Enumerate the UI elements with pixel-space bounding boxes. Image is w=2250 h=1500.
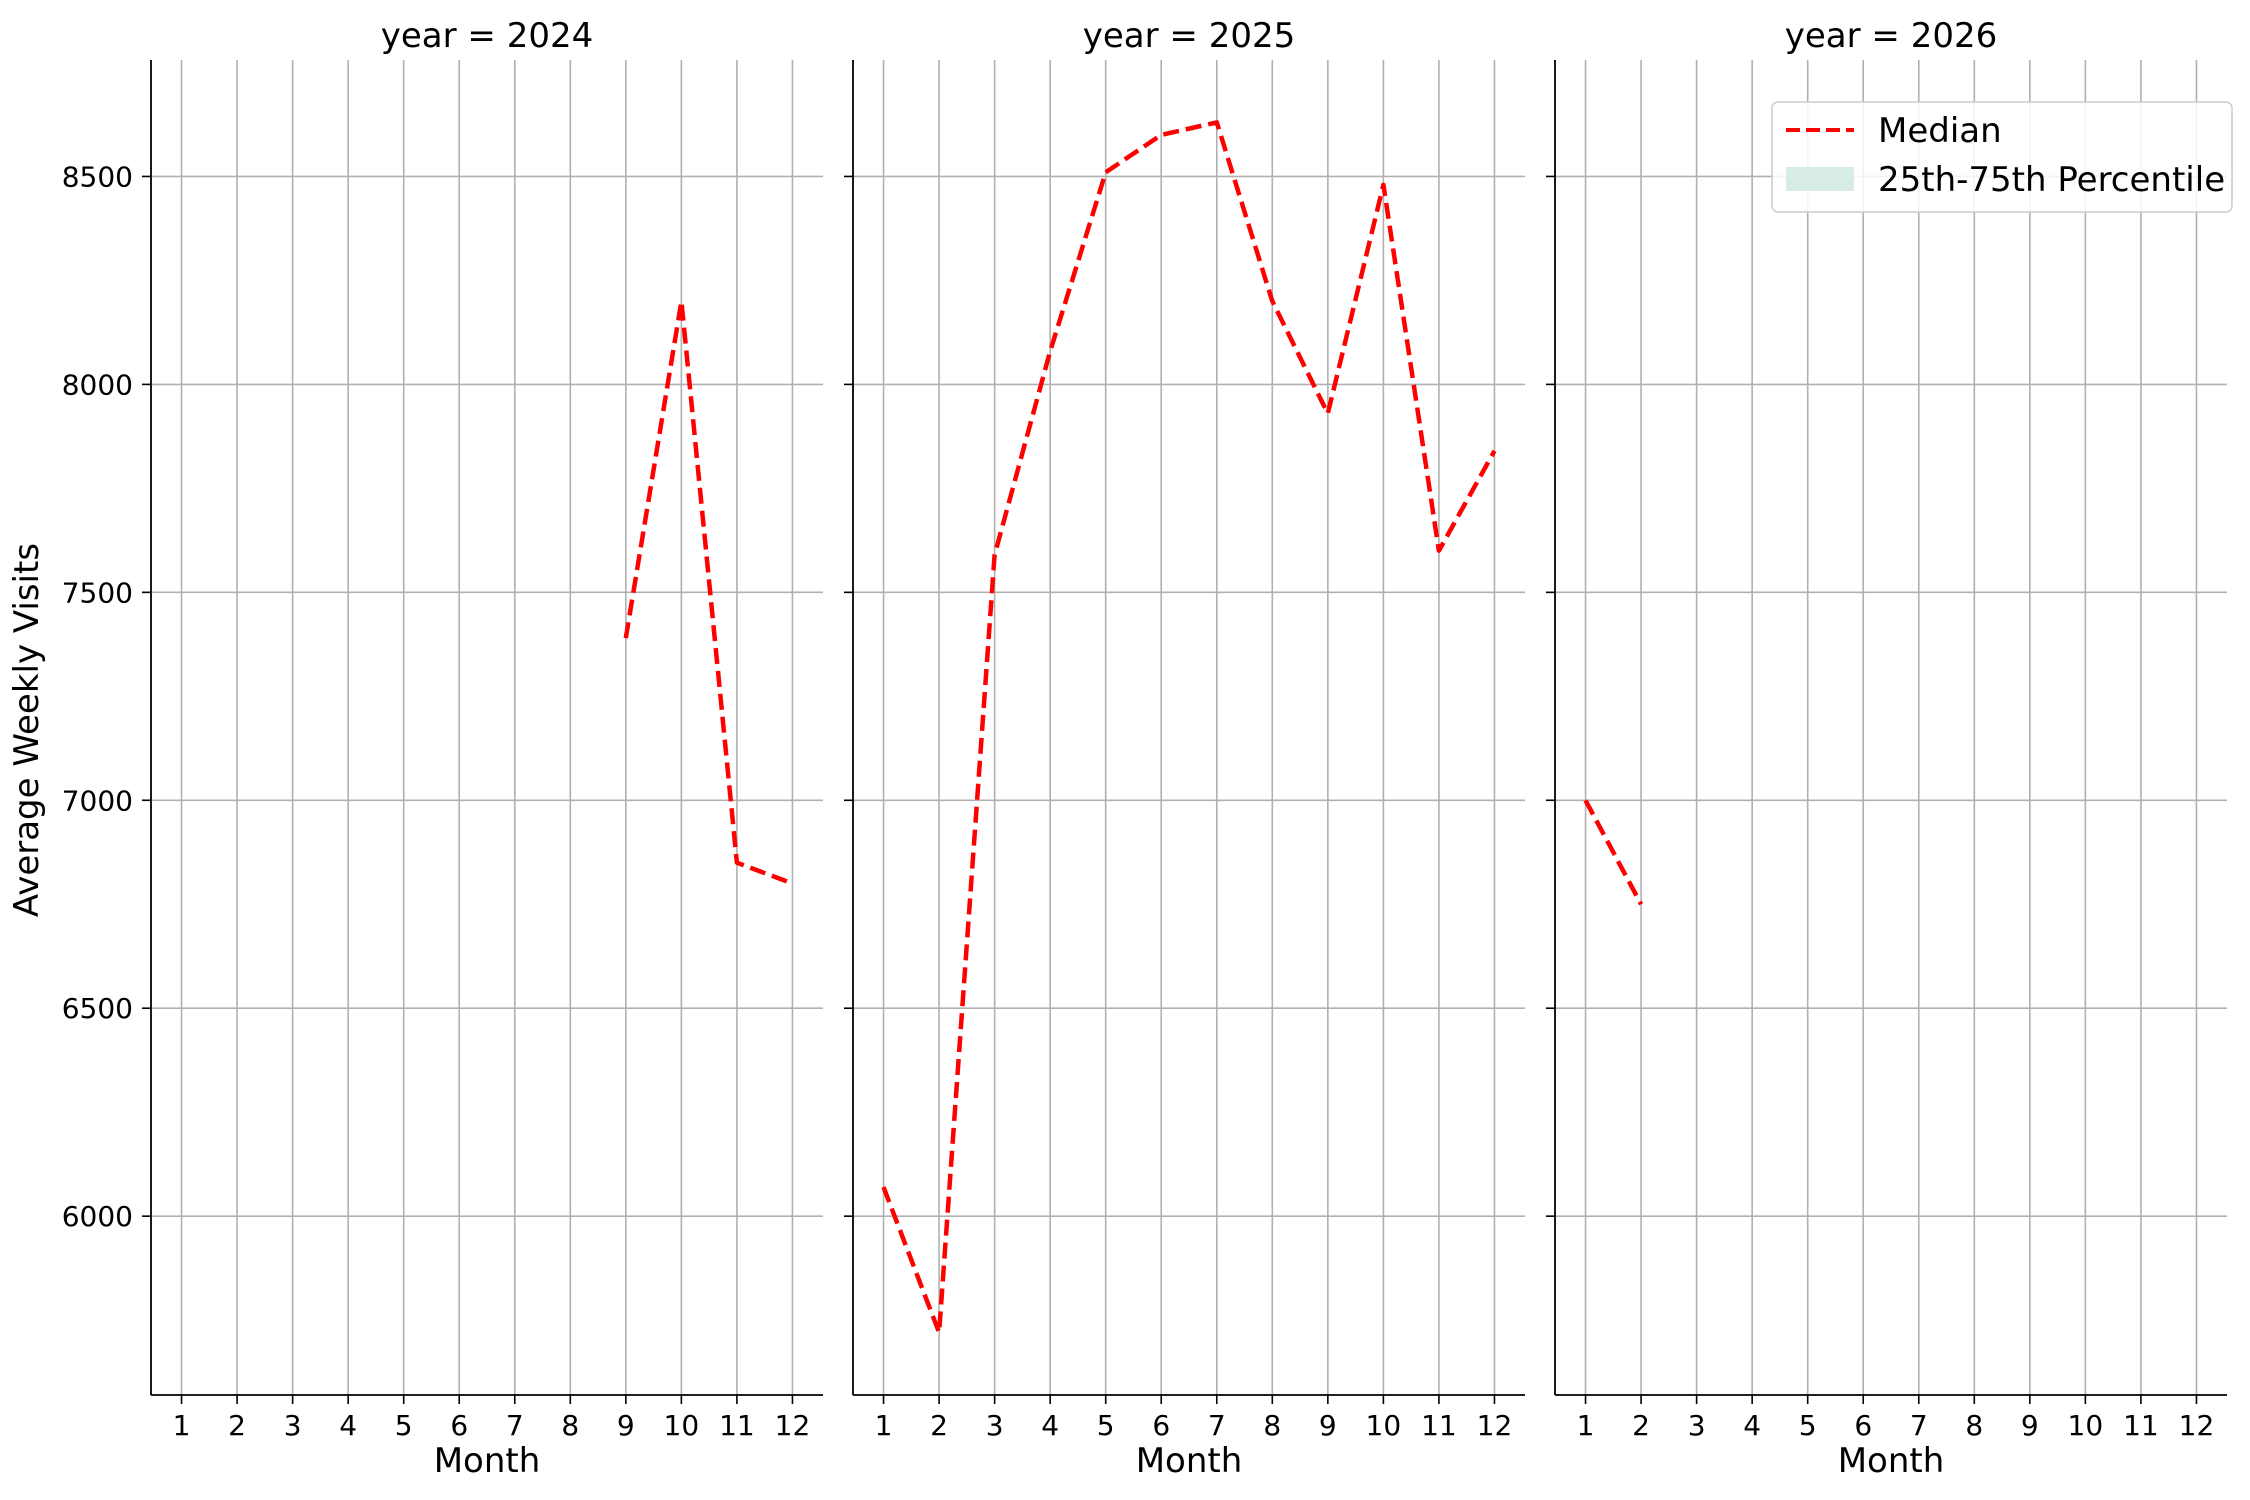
y-tick-label: 6500 <box>62 992 133 1025</box>
legend: Median 25th-75th Percentile <box>1771 101 2233 213</box>
x-tick-label: 3 <box>1688 1409 1706 1442</box>
panel-1: 1 2 3 4 5 6 7 8 9 10 11 12600065007000750080008500y… <box>62 16 823 1481</box>
chart-panels: 1 2 3 4 5 6 7 8 9 10 11 12600065007000750080008500y… <box>62 16 2227 1481</box>
x-tick-label: 12 <box>2179 1409 2215 1442</box>
x-tick-label: 4 <box>1743 1409 1761 1442</box>
legend-percentile-swatch <box>1786 167 1854 191</box>
y-tick-label: 8000 <box>62 368 133 401</box>
x-tick-label: 6 <box>1152 1409 1170 1442</box>
panel-title: year = 2025 <box>1083 16 1295 56</box>
x-tick-label: 5 <box>1097 1409 1115 1442</box>
x-tick-label: 1 <box>173 1409 191 1442</box>
panel-title: year = 2026 <box>1785 16 1997 56</box>
median-line <box>623 298 794 886</box>
x-tick-label: 12 <box>775 1409 811 1442</box>
x-tick-label: 11 <box>1421 1409 1457 1442</box>
x-tick-label: 8 <box>561 1409 579 1442</box>
x-tick-label: 9 <box>2021 1409 2039 1442</box>
x-axis-label: Month <box>1136 1441 1243 1481</box>
y-tick-label: 6000 <box>62 1200 133 1233</box>
x-tick-label: 11 <box>2123 1409 2159 1442</box>
median-line <box>1583 799 1644 906</box>
x-tick-label: 12 <box>1477 1409 1513 1442</box>
x-tick-label: 6 <box>450 1409 468 1442</box>
x-tick-label: 9 <box>1319 1409 1337 1442</box>
x-tick-label: 7 <box>506 1409 524 1442</box>
x-tick-label: 3 <box>986 1409 1004 1442</box>
x-tick-label: 4 <box>339 1409 357 1442</box>
x-axis-label: Month <box>1838 1441 1945 1481</box>
x-tick-label: 11 <box>719 1409 755 1442</box>
median-line <box>881 120 1497 1335</box>
x-tick-label: 5 <box>395 1409 413 1442</box>
x-tick-label: 6 <box>1854 1409 1872 1442</box>
x-axis-label: Month <box>434 1441 541 1481</box>
x-tick-label: 4 <box>1041 1409 1059 1442</box>
x-tick-label: 10 <box>664 1409 700 1442</box>
x-tick-label: 8 <box>1263 1409 1281 1442</box>
x-tick-label: 5 <box>1799 1409 1817 1442</box>
legend-median-label: Median <box>1878 111 2002 151</box>
x-tick-label: 2 <box>930 1409 948 1442</box>
y-axis-label: Average Weekly Visits <box>7 543 47 917</box>
x-tick-label: 2 <box>228 1409 246 1442</box>
x-tick-label: 2 <box>1632 1409 1650 1442</box>
x-tick-label: 9 <box>617 1409 635 1442</box>
x-tick-label: 10 <box>1366 1409 1402 1442</box>
x-tick-label: 3 <box>284 1409 302 1442</box>
x-tick-label: 1 <box>1577 1409 1595 1442</box>
legend-frame <box>1771 101 2233 213</box>
panel-title: year = 2024 <box>381 16 593 56</box>
x-tick-label: 7 <box>1208 1409 1226 1442</box>
legend-percentile-label: 25th-75th Percentile <box>1878 160 2225 200</box>
y-tick-label: 7500 <box>62 576 133 609</box>
x-tick-label: 7 <box>1910 1409 1928 1442</box>
x-tick-label: 8 <box>1965 1409 1983 1442</box>
y-tick-label: 7000 <box>62 784 133 817</box>
x-tick-label: 10 <box>2068 1409 2104 1442</box>
x-tick-label: 1 <box>875 1409 893 1442</box>
y-tick-label: 8500 <box>62 160 133 193</box>
